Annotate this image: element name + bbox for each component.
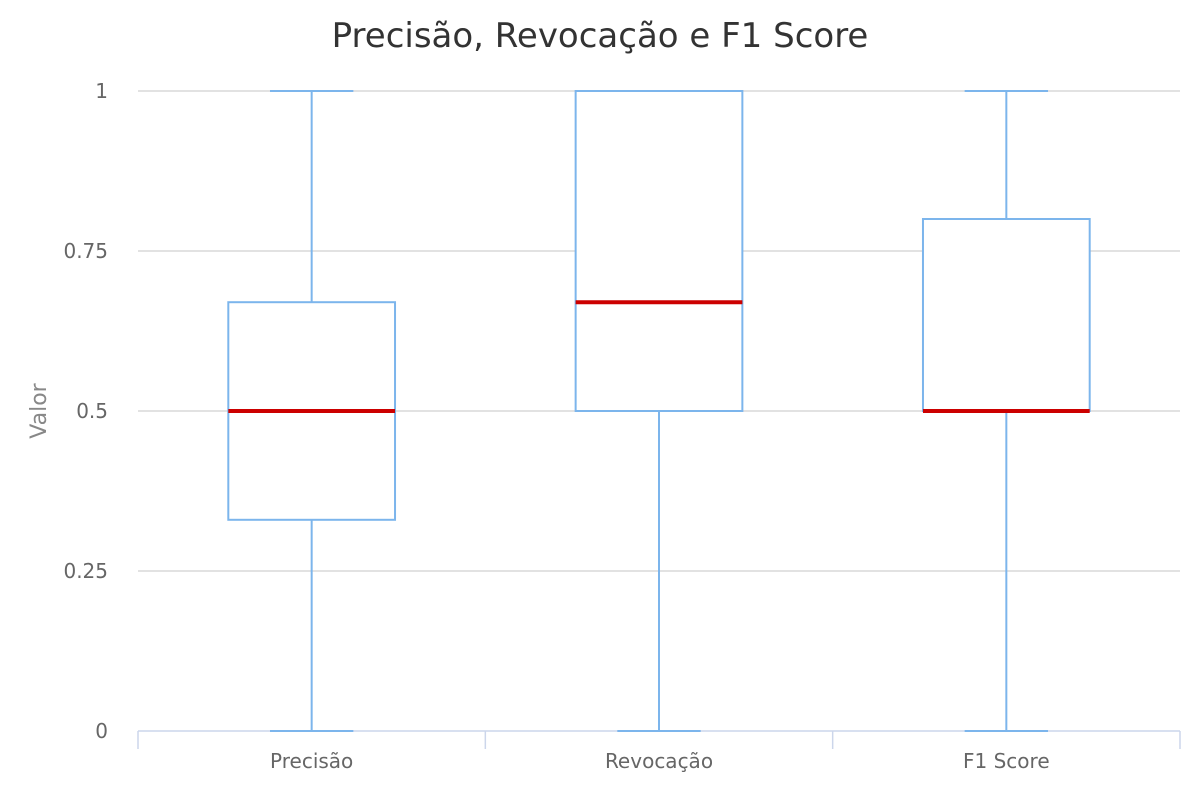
- iqr-box: [921, 218, 1091, 412]
- box-1: [227, 90, 397, 732]
- y-tick-label: 1: [95, 79, 108, 103]
- iqr-box: [574, 90, 744, 412]
- x-tick-label: Precisão: [270, 749, 353, 773]
- chart-title: Precisão, Revocação e F1 Score: [332, 16, 869, 56]
- x-tick-label: Revocação: [605, 749, 713, 773]
- x-tick-labels: Precisão Revocação F1 Score: [270, 749, 1050, 773]
- box-2: [574, 90, 744, 732]
- y-tick-label: 0: [95, 719, 108, 743]
- x-tick-label: F1 Score: [963, 749, 1050, 773]
- y-tick-label: 0.75: [63, 239, 108, 263]
- boxes: [227, 90, 1091, 732]
- y-tick-label: 0.25: [63, 559, 108, 583]
- y-axis-title: Valor: [27, 382, 52, 438]
- y-tick-label: 0.5: [76, 399, 108, 423]
- box-3: [921, 90, 1091, 732]
- x-axis: [137, 730, 1181, 749]
- y-tick-labels: 0 0.25 0.5 0.75 1: [63, 79, 108, 743]
